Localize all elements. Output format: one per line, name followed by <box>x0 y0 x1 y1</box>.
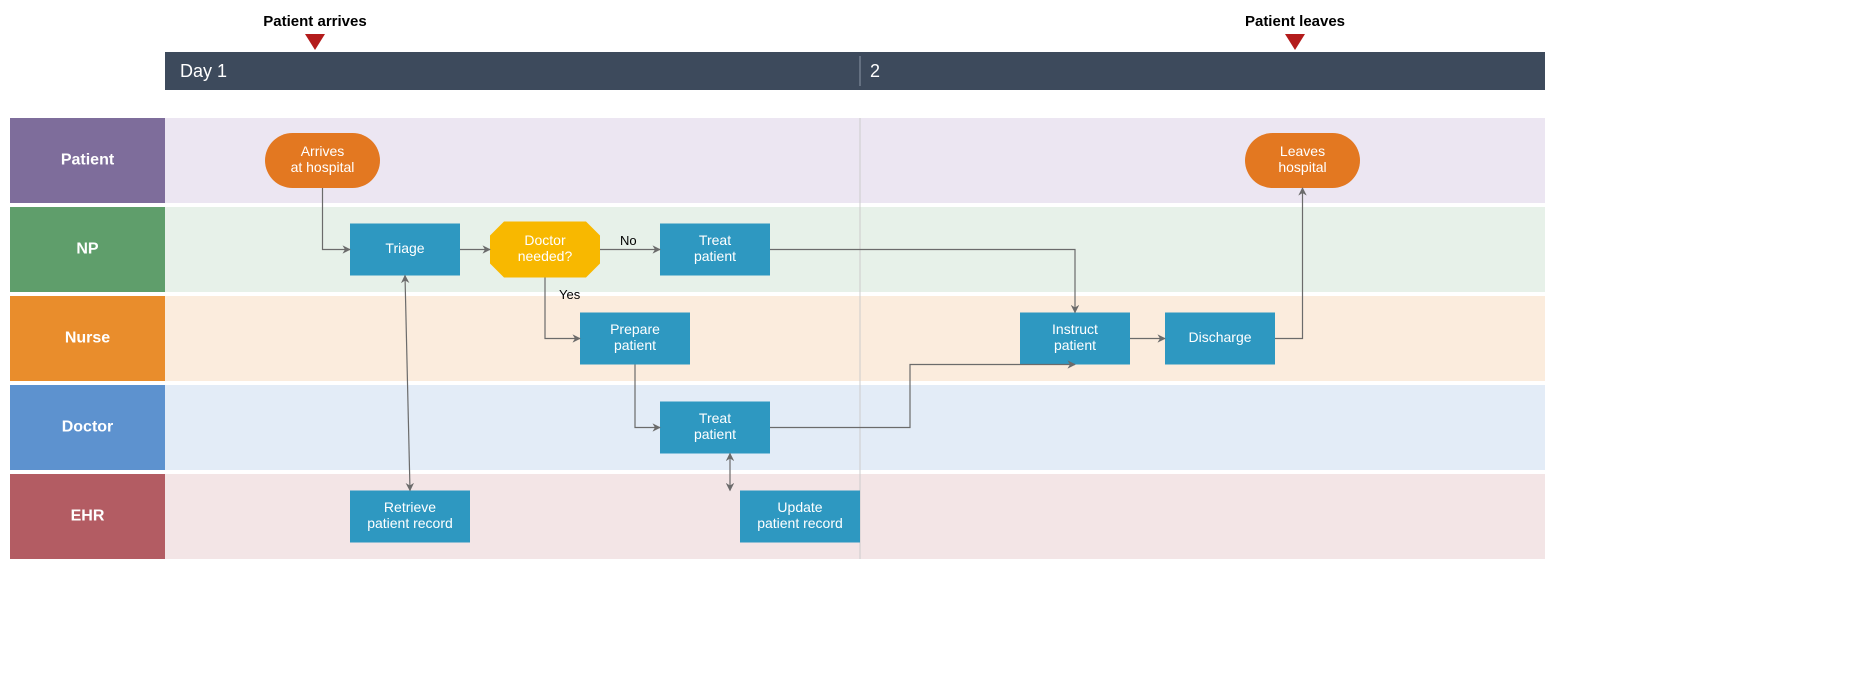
lane-label-ehr: EHR <box>71 508 105 525</box>
node-text-decision-1: needed? <box>518 248 573 264</box>
node-text-arrives-0: Arrives <box>301 143 345 159</box>
lane-label-doctor: Doctor <box>62 419 114 436</box>
lane-label-patient: Patient <box>61 152 115 169</box>
node-text-leaves-0: Leaves <box>1280 143 1325 159</box>
node-arrives: Arrivesat hospital <box>265 133 380 188</box>
timeline-segment-1: 2 <box>870 61 880 81</box>
edge-label-2: No <box>620 233 637 248</box>
node-text-treat_dr-0: Treat <box>699 410 731 426</box>
node-text-decision-0: Doctor <box>524 232 566 248</box>
node-text-retrieve-0: Retrieve <box>384 499 436 515</box>
node-text-prepare-1: patient <box>614 337 656 353</box>
milestone-label-0: Patient arrives <box>263 13 366 30</box>
node-decision: Doctorneeded? <box>490 222 600 278</box>
node-treat_dr: Treatpatient <box>660 402 770 454</box>
node-text-retrieve-1: patient record <box>367 515 453 531</box>
node-triage: Triage <box>350 224 460 276</box>
node-treat_np: Treatpatient <box>660 224 770 276</box>
edge-label-3: Yes <box>559 287 581 302</box>
milestone-marker-1 <box>1285 34 1305 50</box>
node-text-treat_dr-1: patient <box>694 426 736 442</box>
node-update: Updatepatient record <box>740 491 860 543</box>
node-text-leaves-1: hospital <box>1278 159 1326 175</box>
swimlane-flowchart: Patient NP Nurse Doctor EHR Day 1 2 Patient arr… <box>0 0 1861 673</box>
node-prepare: Preparepatient <box>580 313 690 365</box>
node-text-update-1: patient record <box>757 515 843 531</box>
node-text-treat_np-1: patient <box>694 248 736 264</box>
node-text-arrives-1: at hospital <box>291 159 355 175</box>
milestone-marker-0 <box>305 34 325 50</box>
node-instruct: Instructpatient <box>1020 313 1130 365</box>
lane-label-nurse: Nurse <box>65 330 110 347</box>
milestone-label-1: Patient leaves <box>1245 13 1345 30</box>
node-discharge: Discharge <box>1165 313 1275 365</box>
node-text-update-0: Update <box>777 499 822 515</box>
node-text-discharge-0: Discharge <box>1188 329 1251 345</box>
node-leaves: Leaveshospital <box>1245 133 1360 188</box>
node-text-triage-0: Triage <box>385 240 424 256</box>
node-text-prepare-0: Prepare <box>610 321 660 337</box>
node-text-instruct-1: patient <box>1054 337 1096 353</box>
node-text-treat_np-0: Treat <box>699 232 731 248</box>
lane-body-nurse <box>165 296 1545 381</box>
node-text-instruct-0: Instruct <box>1052 321 1098 337</box>
timeline-bar <box>165 52 1545 90</box>
timeline-segment-0: Day 1 <box>180 61 227 81</box>
node-retrieve: Retrievepatient record <box>350 491 470 543</box>
lane-label-np: NP <box>76 241 99 258</box>
